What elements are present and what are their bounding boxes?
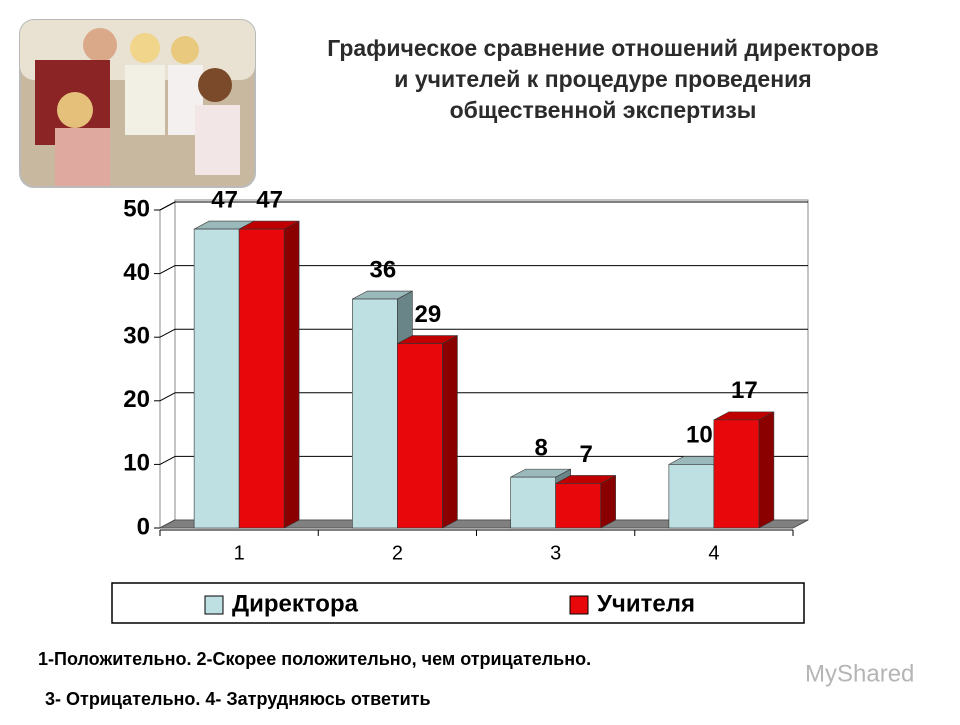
title-line: и учителей к процедуре проведения	[394, 66, 811, 92]
legend-label: Учителя	[597, 590, 695, 617]
title-line: общественной экспертизы	[450, 97, 757, 123]
legend	[111, 582, 805, 624]
legend-swatch	[204, 595, 224, 615]
title-line: Графическое сравнение отношений директор…	[327, 35, 879, 61]
bar	[352, 298, 398, 529]
y-tick-label: 20	[123, 386, 150, 413]
bar	[713, 419, 760, 529]
value-label: 29	[415, 301, 442, 328]
chart-title: Графическое сравнение отношений директор…	[327, 35, 879, 123]
y-tick-label: 0	[137, 513, 150, 540]
bar	[238, 228, 285, 529]
grid-line	[159, 455, 176, 465]
watermark: MyShared	[805, 660, 914, 687]
bar	[510, 476, 556, 529]
bar-side	[283, 220, 300, 529]
bar-side	[442, 335, 458, 529]
value-label: 47	[211, 186, 238, 213]
bar	[668, 464, 715, 529]
y-tick-label: 40	[123, 259, 150, 286]
x-tick-label: 4	[708, 542, 719, 564]
note: 1-Положительно. 2-Скорее положительно, ч…	[38, 649, 591, 669]
legend-label: Директора	[232, 590, 359, 617]
grid-line	[159, 201, 176, 211]
legend-items: Директора Учителя	[204, 590, 695, 617]
value-label: 7	[579, 441, 592, 468]
note: 3- Отрицательно. 4- Затрудняюсь ответить	[45, 689, 431, 709]
x-tick-label: 3	[550, 542, 561, 564]
legend-swatch	[569, 595, 589, 615]
y-tick-label: 30	[123, 323, 150, 350]
bar-side	[758, 411, 775, 529]
bar	[397, 343, 443, 529]
grid-line	[159, 328, 176, 338]
bar	[555, 483, 601, 529]
value-label: 36	[370, 256, 397, 283]
value-label: 10	[686, 422, 713, 449]
bar-side	[600, 474, 616, 529]
value-label: 8	[534, 434, 547, 461]
bar	[193, 228, 240, 529]
value-label: 17	[731, 377, 758, 404]
y-tick-label: 50	[123, 195, 150, 222]
grid-line	[159, 265, 176, 275]
photo	[19, 19, 256, 188]
grid-line	[159, 392, 176, 402]
y-tick-label: 10	[123, 450, 150, 477]
value-label: 47	[256, 186, 283, 213]
chart: 0 10 20 30 40 50 1 47 47 2 36 29 3 8 7 4 10 17	[123, 186, 809, 564]
x-tick-label: 2	[392, 542, 403, 564]
x-tick-label: 1	[234, 542, 245, 564]
